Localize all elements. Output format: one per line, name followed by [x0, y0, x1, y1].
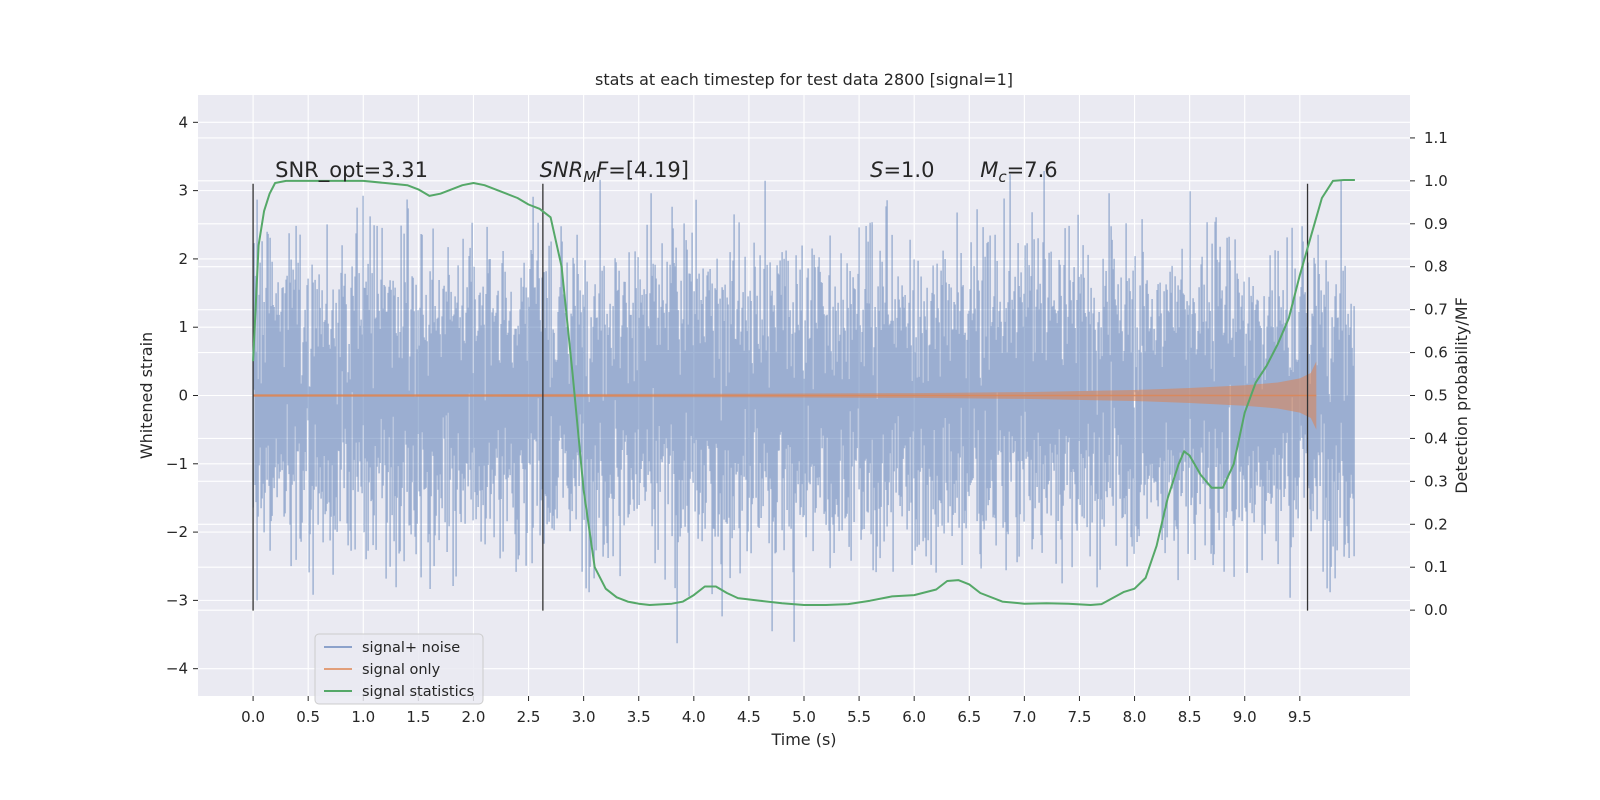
annotation: S=1.0 [870, 158, 934, 182]
y-left-tick-label: −4 [166, 660, 188, 678]
x-axis-label: Time (s) [770, 730, 836, 749]
x-tick-label: 7.0 [1012, 708, 1036, 726]
y-left-tick-label: −2 [166, 523, 188, 541]
annotation-part: F [596, 158, 609, 182]
x-tick-label: 1.5 [406, 708, 430, 726]
annotation-part: M [583, 168, 596, 186]
x-tick-label: 1.0 [351, 708, 375, 726]
y-right-tick-label: 0.6 [1424, 344, 1448, 362]
y-right-tick-label: 0.3 [1424, 472, 1448, 490]
legend-label: signal only [362, 662, 441, 678]
y-right-tick-label: 0.0 [1424, 601, 1448, 619]
statistics-line [252, 179, 1355, 606]
y-axis-left-label: Whitened strain [137, 332, 156, 459]
y-left-tick-label: 4 [178, 113, 188, 131]
x-tick-label: 5.0 [792, 708, 816, 726]
x-tick-label: 6.0 [902, 708, 926, 726]
y-right-tick-label: 0.4 [1424, 429, 1448, 447]
annotation-part: S [870, 158, 883, 182]
x-tick-label: 9.0 [1233, 708, 1257, 726]
y-right-tick-label: 0.9 [1424, 215, 1448, 233]
chart-title: stats at each timestep for test data 280… [595, 70, 1013, 89]
legend-label: signal statistics [362, 684, 474, 700]
annotation-part: c [998, 168, 1007, 186]
y-right-tick-label: 0.8 [1424, 258, 1448, 276]
y-axis-right-label: Detection probability/MF [1452, 297, 1471, 494]
x-tick-label: 0.5 [296, 708, 320, 726]
annotation-part: =7.6 [1007, 158, 1058, 182]
y-left-tick-label: 0 [178, 387, 188, 405]
legend-label: signal+ noise [362, 640, 460, 656]
series-signal-only [253, 361, 1317, 430]
x-tick-label: 5.5 [847, 708, 871, 726]
x-tick-label: 2.5 [517, 708, 541, 726]
y-left-tick-label: 3 [178, 182, 188, 200]
axes: 0.0 0.5 1.0 1.5 2.0 2.5 3.0 3.5 4.0 4.5 5.0 5.5 6.0 6… [166, 113, 1448, 726]
y-right-tick-label: 1.1 [1424, 129, 1448, 147]
y-right-tick-label: 0.7 [1424, 301, 1448, 319]
x-tick-label: 4.0 [682, 708, 706, 726]
y-right-tick-label: 0.5 [1424, 387, 1448, 405]
annotation: Mc=7.6 [980, 158, 1057, 186]
y-left-tick-label: −3 [166, 591, 188, 609]
x-tick-label: 0.0 [241, 708, 265, 726]
y-right-tick-label: 0.1 [1424, 558, 1448, 576]
annotation: SNR_opt=3.31 [275, 158, 428, 183]
legend-box [314, 633, 484, 705]
x-tick-label: 4.5 [737, 708, 761, 726]
annotation-part: SNR [540, 158, 584, 182]
x-tick-label: 8.0 [1123, 708, 1147, 726]
annotation: SNRMF=[4.19] [540, 158, 689, 186]
annotation-part: =[4.19] [608, 158, 689, 182]
annotation-part: M [980, 158, 998, 182]
x-tick-label: 3.5 [627, 708, 651, 726]
annotations: SNR_opt=3.31 SNRMF=[4.19] S=1.0 Mc=7.6 [275, 158, 1058, 186]
x-tick-label: 7.5 [1068, 708, 1092, 726]
y-left-tick-label: 1 [178, 318, 188, 336]
vertical-markers [252, 183, 1309, 611]
series-signal-statistics [252, 179, 1355, 606]
y-right-tick-label: 1.0 [1424, 172, 1448, 190]
x-tick-label: 6.5 [957, 708, 981, 726]
x-tick-label: 9.5 [1288, 708, 1312, 726]
x-tick-label: 8.5 [1178, 708, 1202, 726]
x-tick-label: 3.0 [572, 708, 596, 726]
legend: signal+ noise signal only signal statistic… [314, 633, 484, 705]
y-left-tick-label: −1 [166, 455, 188, 473]
y-left-tick-label: 2 [178, 250, 188, 268]
x-tick-label: 2.0 [462, 708, 486, 726]
annotation-part: =1.0 [883, 158, 934, 182]
y-right-tick-label: 0.2 [1424, 515, 1448, 533]
